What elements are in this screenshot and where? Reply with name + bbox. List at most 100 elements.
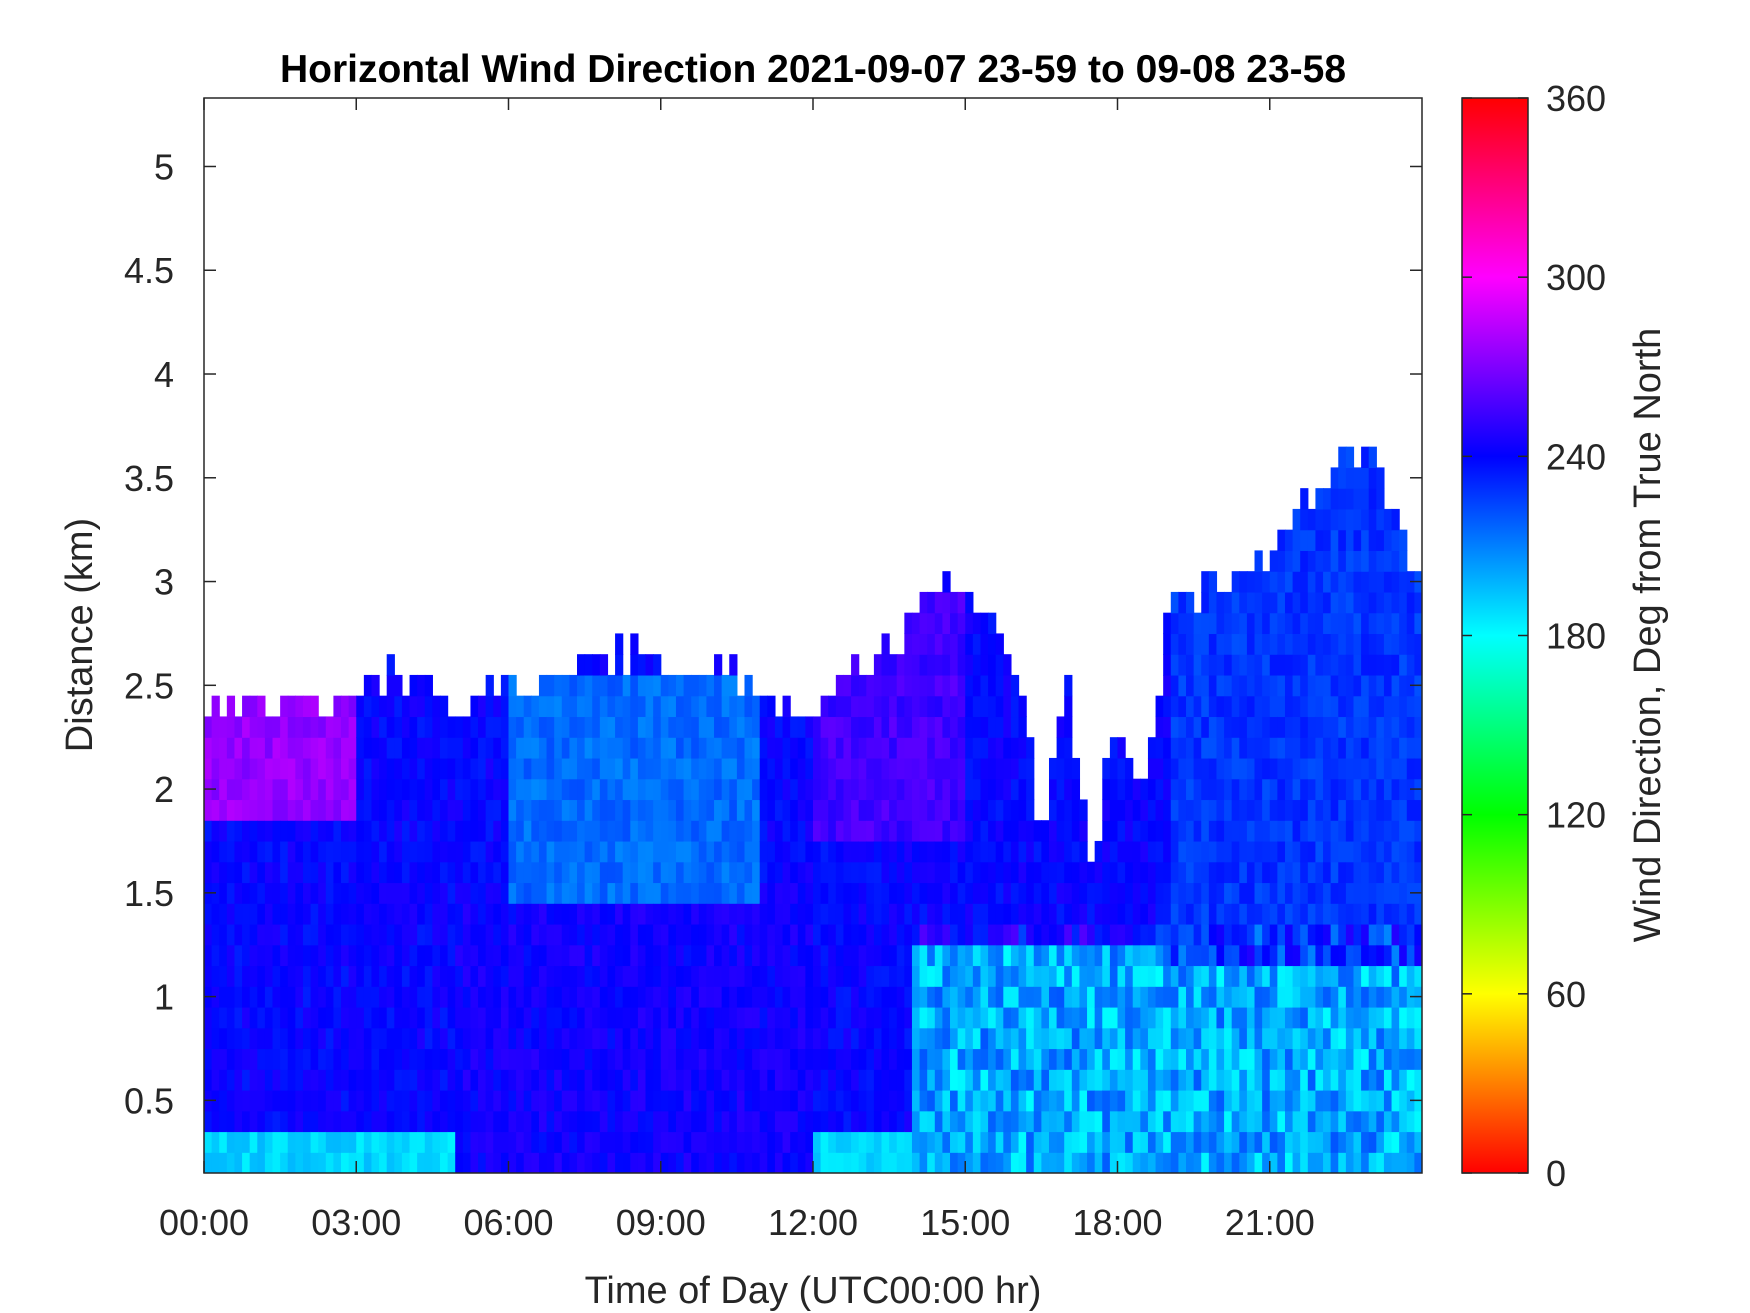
- heatmap-cell: [957, 965, 966, 987]
- heatmap-cell: [1026, 882, 1035, 904]
- heatmap-cell: [363, 1006, 373, 1029]
- heatmap-cell: [1026, 965, 1035, 987]
- heatmap-cell: [546, 820, 555, 842]
- heatmap-cell: [1391, 882, 1400, 904]
- heatmap-cell: [493, 820, 502, 842]
- y-tick-label: 2: [154, 769, 174, 810]
- heatmap-cell: [417, 716, 426, 738]
- heatmap-cell: [280, 695, 289, 718]
- heatmap-cell: [1399, 923, 1408, 946]
- heatmap-cell: [729, 674, 738, 697]
- heatmap-cell: [1269, 1089, 1278, 1112]
- heatmap-cell: [287, 965, 296, 987]
- heatmap-cell: [363, 674, 373, 697]
- heatmap-cell: [1155, 695, 1164, 718]
- heatmap-cell: [767, 820, 776, 842]
- heatmap-cell: [615, 654, 624, 676]
- heatmap-cell: [1414, 923, 1422, 946]
- heatmap-cell: [950, 591, 959, 614]
- heatmap-cell: [1140, 1131, 1149, 1153]
- heatmap-cell: [1224, 633, 1233, 655]
- heatmap-cell: [1315, 695, 1324, 718]
- heatmap-cell: [1345, 1110, 1355, 1133]
- heatmap-cell: [995, 799, 1004, 821]
- heatmap-cell: [691, 903, 700, 925]
- heatmap-cell: [835, 965, 845, 987]
- heatmap-cell: [1117, 799, 1126, 821]
- heatmap-cell: [508, 1152, 517, 1173]
- heatmap-cell: [828, 1006, 837, 1029]
- heatmap-cell: [615, 799, 624, 821]
- heatmap-cell: [538, 1089, 548, 1112]
- heatmap-cell: [767, 695, 776, 718]
- heatmap-cell: [843, 716, 852, 738]
- heatmap-cell: [523, 1152, 532, 1173]
- heatmap-cell: [1353, 716, 1362, 738]
- heatmap-cell: [1376, 840, 1385, 863]
- heatmap-cell: [645, 965, 654, 987]
- heatmap-cell: [873, 1027, 883, 1050]
- heatmap-cell: [759, 861, 768, 884]
- heatmap-cell: [1239, 965, 1248, 987]
- heatmap-cell: [577, 903, 586, 925]
- heatmap-cell: [1079, 799, 1088, 821]
- heatmap-cell: [1224, 799, 1233, 821]
- heatmap-cell: [995, 1152, 1004, 1173]
- heatmap-cell: [843, 1006, 852, 1029]
- heatmap-cell: [1330, 1110, 1339, 1133]
- heatmap-cell: [1391, 799, 1400, 821]
- heatmap-cell: [1010, 1110, 1020, 1133]
- heatmap-cell: [942, 1089, 951, 1112]
- heatmap-cell: [1361, 1131, 1370, 1153]
- heatmap-cell: [866, 861, 875, 884]
- heatmap-cell: [1345, 737, 1355, 759]
- heatmap-cell: [295, 965, 304, 987]
- heatmap-cell: [774, 1131, 784, 1153]
- heatmap-cell: [538, 778, 548, 801]
- heatmap-cell: [668, 695, 677, 718]
- heatmap-cell: [1254, 1110, 1263, 1133]
- heatmap-cell: [1216, 1110, 1225, 1133]
- heatmap-cell: [759, 1110, 768, 1133]
- heatmap-cell: [516, 923, 525, 946]
- heatmap-cell: [1391, 612, 1400, 635]
- heatmap-cell: [1391, 571, 1400, 593]
- heatmap-cell: [478, 1131, 487, 1153]
- heatmap-cell: [493, 1131, 502, 1153]
- heatmap-cell: [432, 840, 441, 863]
- heatmap-cell: [980, 778, 989, 801]
- heatmap-cell: [1353, 1048, 1362, 1070]
- heatmap-cell: [797, 944, 806, 967]
- heatmap-cell: [615, 965, 624, 987]
- heatmap-cell: [698, 1110, 708, 1133]
- heatmap-cell: [1178, 820, 1187, 842]
- heatmap-cell: [226, 757, 236, 780]
- heatmap-cell: [1041, 986, 1050, 1008]
- heatmap-cell: [1163, 1069, 1172, 1091]
- heatmap-cell: [1277, 903, 1286, 925]
- heatmap-cell: [470, 799, 479, 821]
- heatmap-cell: [805, 1089, 814, 1112]
- heatmap-cell: [1338, 529, 1347, 552]
- heatmap-cell: [729, 840, 738, 863]
- heatmap-cell: [797, 757, 806, 780]
- heatmap-cell: [1087, 1110, 1096, 1133]
- heatmap-cell: [1109, 986, 1119, 1008]
- heatmap-cell: [980, 882, 989, 904]
- heatmap-cell: [554, 737, 563, 759]
- heatmap-cell: [919, 591, 928, 614]
- heatmap-cell: [379, 716, 388, 738]
- heatmap-cell: [1315, 903, 1324, 925]
- heatmap-cell: [546, 882, 555, 904]
- heatmap-cell: [226, 778, 236, 801]
- heatmap-cell: [698, 1089, 708, 1112]
- heatmap-cell: [866, 778, 875, 801]
- heatmap-cell: [1338, 1089, 1347, 1112]
- heatmap-cell: [257, 695, 266, 718]
- heatmap-cell: [866, 840, 875, 863]
- heatmap-cell: [325, 1006, 335, 1029]
- heatmap-cell: [813, 903, 822, 925]
- heatmap-cell: [1117, 965, 1126, 987]
- heatmap-cell: [1064, 1048, 1073, 1070]
- heatmap-cell: [1041, 1110, 1050, 1133]
